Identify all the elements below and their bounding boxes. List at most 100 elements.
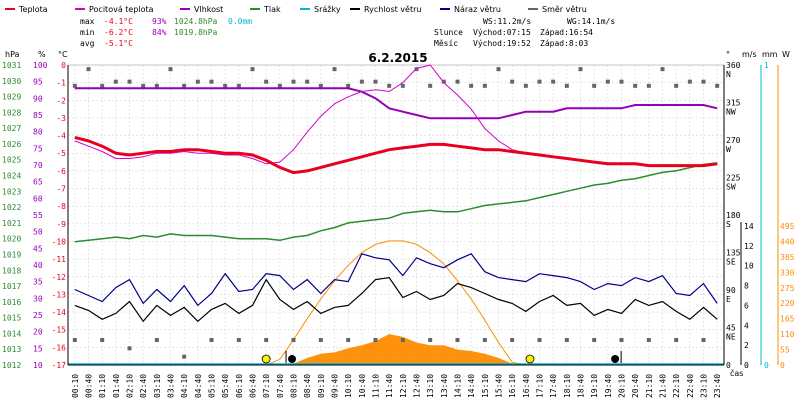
- humidity-tick: 65: [33, 178, 43, 187]
- wind-tick: 0: [744, 361, 749, 370]
- humidity-line: [74, 87, 718, 120]
- wind-direction-point: [482, 83, 487, 88]
- humidity-tick: 90: [33, 94, 43, 103]
- wind-direction-point: [168, 67, 173, 72]
- wind-gust-line: [74, 253, 718, 307]
- time-tick: 05:40: [221, 374, 230, 398]
- direction-tick: 360: [726, 61, 741, 70]
- wind-direction-point: [154, 338, 159, 342]
- time-tick: 08:40: [303, 374, 312, 398]
- temperature-tick: -9: [56, 220, 66, 229]
- wind-direction-point: [264, 338, 269, 342]
- wind-direction-point: [687, 79, 692, 84]
- stats-avg-temp: -5.1°C: [104, 39, 133, 48]
- temperature-tick: -5: [56, 149, 66, 158]
- info-moon-label: Měsíc: [434, 39, 458, 48]
- solar-tick: 0: [780, 361, 785, 370]
- time-tick: 14:10: [454, 374, 463, 398]
- wind-direction-point: [592, 83, 597, 88]
- pressure-tick: 1031: [2, 61, 21, 70]
- wind-tick: 6: [744, 301, 749, 310]
- humidity-tick: 75: [33, 144, 43, 153]
- wind-direction-point: [277, 83, 282, 88]
- wind-direction-point: [564, 83, 569, 88]
- humidity-tick: 15: [33, 344, 43, 353]
- time-tick: 20:40: [631, 374, 640, 398]
- stats-rain: 0.0mm: [228, 17, 252, 26]
- temperature-tick: -10: [52, 237, 67, 246]
- wind-direction-point: [209, 79, 214, 84]
- wind-direction-point: [564, 338, 569, 342]
- solar-tick: 495: [780, 222, 795, 231]
- wind-direction-point: [264, 79, 269, 84]
- wind-direction-point: [86, 67, 91, 72]
- wind-direction-point: [646, 338, 651, 342]
- time-tick: 19:40: [604, 374, 613, 398]
- time-tick: 12:10: [399, 374, 408, 398]
- wind-tick: 8: [744, 282, 749, 291]
- temperature-tick: -2: [56, 96, 66, 105]
- humidity-tick: 20: [33, 328, 43, 337]
- temperature-tick: -11: [52, 255, 67, 264]
- pressure-tick: 1020: [2, 235, 21, 244]
- pressure-line: [74, 162, 718, 243]
- wind-direction-point: [346, 338, 351, 342]
- wind-direction-point: [72, 83, 77, 88]
- time-tick: 21:40: [659, 374, 668, 398]
- time-tick: 05:10: [208, 374, 217, 398]
- time-tick: 01:40: [112, 374, 121, 398]
- wind-direction-point: [537, 338, 542, 342]
- wind-direction-point: [359, 79, 364, 84]
- legend-label: Směr větru: [542, 5, 587, 14]
- solar-unit: W: [782, 50, 790, 59]
- wind-direction-point: [250, 67, 255, 72]
- wind-direction-point: [701, 79, 706, 84]
- moonset-marker: [288, 355, 297, 363]
- wind-direction-point: [373, 79, 378, 84]
- wind-direction-point: [291, 79, 296, 84]
- pressure-tick: 1016: [2, 298, 21, 307]
- time-tick: 03:10: [153, 374, 162, 398]
- legend-label: Náraz větru: [454, 5, 501, 14]
- direction-tick: E: [726, 295, 731, 304]
- info-sunrise: Východ:07:15: [473, 28, 531, 37]
- wind-direction-point: [127, 79, 132, 84]
- pressure-tick: 1029: [2, 93, 21, 102]
- temperature-tick: -16: [52, 343, 67, 352]
- wind-direction-point: [633, 83, 638, 88]
- wind-direction-point: [182, 354, 187, 359]
- info-block: WS:11.2m/s WG:14.1m/s Slunce Východ:07:1…: [434, 17, 615, 48]
- temperature-unit: °C: [58, 50, 68, 59]
- time-tick: 02:40: [139, 374, 148, 398]
- time-tick: 00:10: [71, 374, 80, 398]
- wind-direction-point: [551, 79, 556, 84]
- time-tick: 06:10: [235, 374, 244, 398]
- humidity-tick: 25: [33, 311, 43, 320]
- time-tick: 22:10: [672, 374, 681, 398]
- info-sunset: Západ:16:54: [540, 28, 593, 37]
- temperature-tick: 0: [61, 61, 66, 70]
- direction-tick: 90: [726, 286, 736, 295]
- wind-direction-point: [182, 83, 187, 88]
- pressure-tick: 1017: [2, 282, 21, 291]
- wind-direction-point: [592, 338, 597, 342]
- pressure-tick: 1019: [2, 250, 21, 259]
- direction-tick: SE: [726, 258, 736, 267]
- wind-direction-point: [578, 67, 583, 72]
- wind-direction-point: [236, 83, 241, 88]
- time-tick: 16:40: [522, 374, 531, 398]
- direction-tick: 45: [726, 324, 736, 333]
- stats-max-label: max: [80, 17, 95, 26]
- wind-direction-point: [455, 338, 460, 342]
- time-tick: 03:40: [167, 374, 176, 398]
- legend-label: Rychlost větru: [364, 5, 421, 14]
- solar-tick: 440: [780, 237, 795, 246]
- time-tick: 23:10: [700, 374, 709, 398]
- rain-tick: 0: [764, 361, 769, 370]
- time-tick: 10:10: [344, 374, 353, 398]
- pressure-tick: 1018: [2, 266, 21, 275]
- time-tick: 10:40: [358, 374, 367, 398]
- humidity-tick: 40: [33, 261, 43, 270]
- time-tick: 00:40: [85, 374, 94, 398]
